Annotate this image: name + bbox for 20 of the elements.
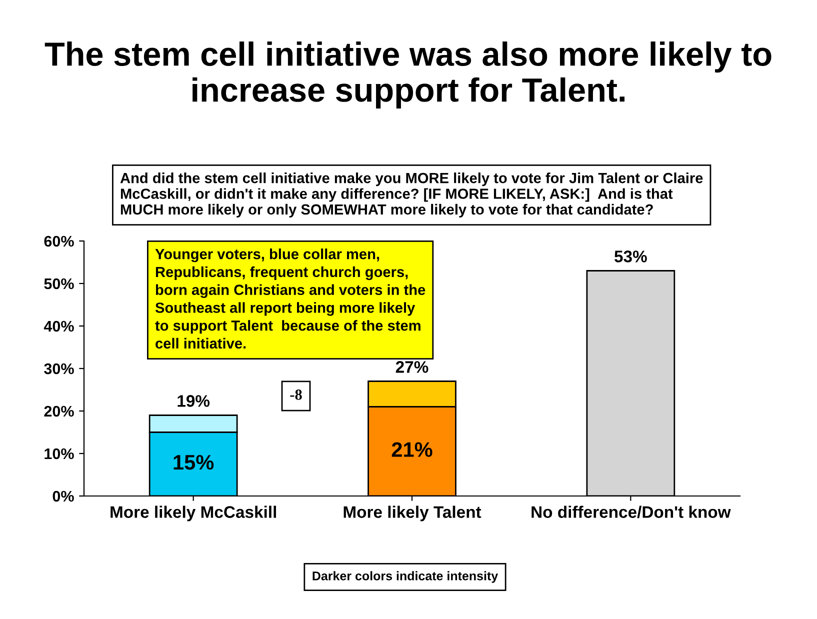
y-tick-label: 20% [44, 406, 74, 417]
text: And did the stem cell initiative make you MORE likely to vote for Jim Talent or Claire McCaskill, or didn't it make any difference? [IF MORE LIKELY, ASK:] And is that MUCH more likely or only SOMEWHAT more likely to vote for that candidate? [120, 172, 703, 218]
data-label: 15% [174, 455, 214, 470]
y-tick-label: 0% [52, 490, 74, 502]
x-tick-label: No difference/Don't know [532, 506, 731, 518]
x-tick-label: More likely Talent [344, 506, 482, 522]
total-label: 53% [614, 250, 647, 262]
annotation: Younger voters, blue collar men, Republicans, frequent church goers, born again Christians and voters in the Southeast all report being more likely to support Talent because of the stem cell initiative. [155, 248, 426, 349]
annotation: -8 [290, 390, 302, 400]
text: Darker colors indicate intensity [312, 571, 498, 583]
y-tick-label: 10% [44, 448, 74, 460]
y-tick-label: 40% [44, 320, 74, 332]
y-tick-label: 50% [44, 278, 74, 290]
total-label: 27% [396, 361, 428, 373]
total-label: 19% [178, 395, 210, 407]
x-tick-label: More likely McCaskill [110, 506, 276, 522]
y-tick-label: 30% [44, 363, 74, 374]
data-label: 21% [392, 442, 432, 457]
y-tick-label: 60% [44, 236, 74, 247]
chart-title: The stem cell initiative was also more likely to increase support for Talent. [44, 42, 772, 108]
